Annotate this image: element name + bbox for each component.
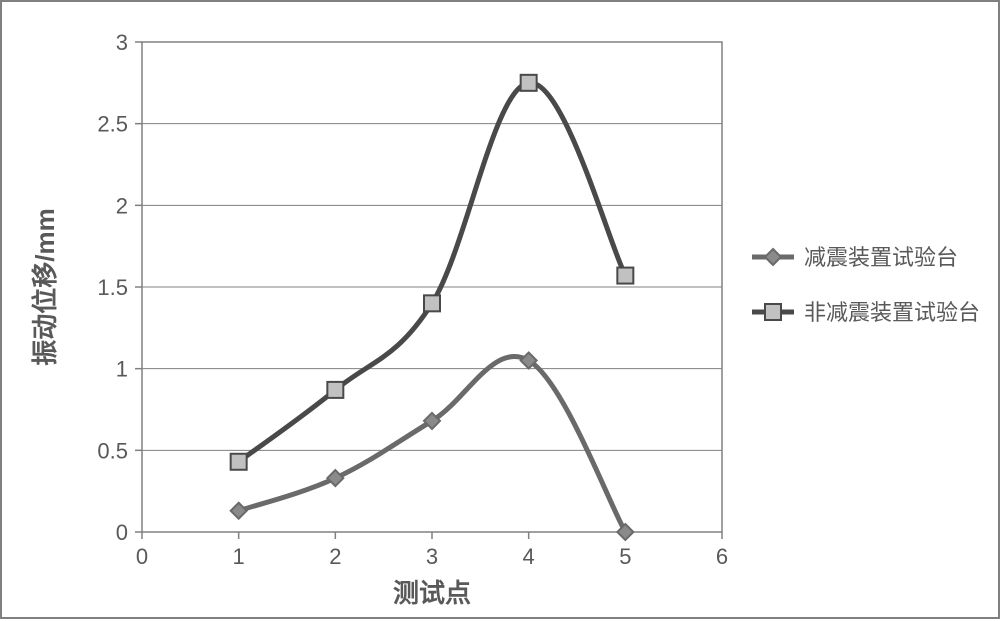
y-tick-label: 2.5 [97, 112, 128, 137]
y-tick-label: 0 [116, 520, 128, 545]
marker-non_damping [521, 75, 537, 91]
x-tick-label: 0 [136, 544, 148, 569]
y-tick-label: 1.5 [97, 275, 128, 300]
y-tick-label: 2 [116, 193, 128, 218]
x-axis-title: 测试点 [393, 578, 471, 608]
marker-non_damping [231, 454, 247, 470]
y-tick-label: 3 [116, 30, 128, 55]
y-axis-title: 振动位移/mm [30, 208, 60, 365]
vibration-chart: 0 1 2 3 4 5 6 0 0.5 1 1.5 2 2.5 3 测试点 振动位移/mm 减震装置试验台非减震… [0, 0, 1000, 619]
legend-label: 非减震装置试验台 [804, 300, 980, 325]
y-tick-label: 1 [116, 357, 128, 382]
marker-non_damping [327, 382, 343, 398]
x-tick-label: 4 [523, 544, 535, 569]
x-tick-label: 3 [426, 544, 438, 569]
legend-label: 减震装置试验台 [804, 245, 958, 270]
marker-non_damping [617, 268, 633, 284]
legend-marker-non_damping [765, 304, 781, 320]
chart-svg: 0 1 2 3 4 5 6 0 0.5 1 1.5 2 2.5 3 测试点 振动位移/mm 减震装置试验台非减震… [2, 2, 1000, 621]
x-tick-label: 5 [619, 544, 631, 569]
x-tick-label: 2 [329, 544, 341, 569]
legend-marker-damping [765, 249, 781, 265]
x-tick-label: 6 [716, 544, 728, 569]
marker-non_damping [424, 295, 440, 311]
y-tick-label: 0.5 [97, 438, 128, 463]
x-tick-label: 1 [233, 544, 245, 569]
